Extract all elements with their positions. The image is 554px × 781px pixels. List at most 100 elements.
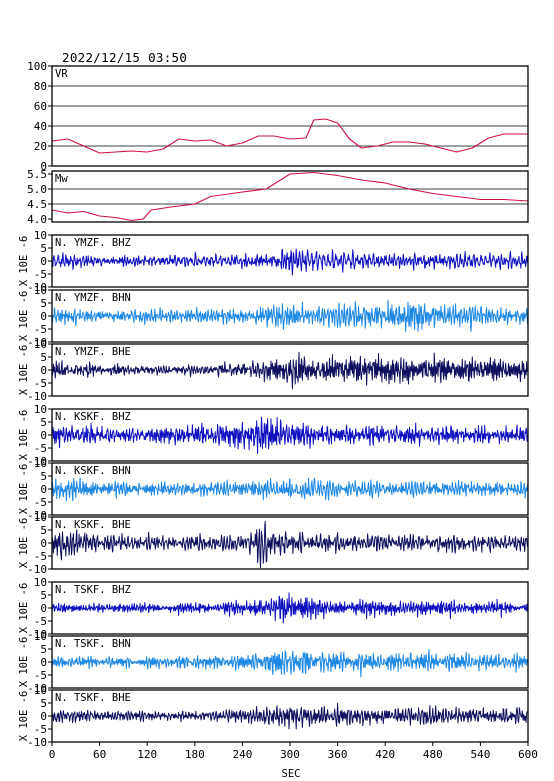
series-line-kskf-bhn — [52, 477, 528, 502]
series-line-vr — [52, 118, 528, 154]
y-tick-label: -5 — [34, 323, 47, 336]
panel-frame — [51, 635, 529, 689]
y-unit-label: X 10E -6 — [18, 410, 30, 461]
y-tick-label: -10 — [27, 390, 47, 403]
datetime-title: 2022/12/15 03:50 — [62, 50, 187, 65]
y-tick-label: -10 — [27, 509, 47, 522]
y-tick-label: -5 — [34, 550, 47, 563]
y-tick-label: 10 — [34, 229, 47, 242]
series-line-ymzf-bhe — [52, 351, 528, 390]
x-tick-label: 0 — [49, 748, 56, 761]
y-tick-label: -5 — [34, 268, 47, 281]
y-tick-label: -5 — [34, 442, 47, 455]
panel-vr: 0 20 40 60 80 100 VR — [27, 60, 529, 173]
y-tick-label: 10 — [34, 630, 47, 643]
y-unit-label: X 10E -6 — [18, 583, 30, 634]
y-tick-label: 0 — [40, 656, 47, 669]
y-tick-label: 5.0 — [27, 183, 47, 196]
panel-label: N. KSKF. BHZ — [55, 411, 131, 423]
y-tick-label: 0 — [40, 710, 47, 723]
y-tick-label: 5 — [40, 589, 47, 602]
y-tick-label: -10 — [27, 628, 47, 641]
y-tick-label: 0 — [40, 255, 47, 268]
y-tick-label: 0 — [40, 429, 47, 442]
series-line-ymzf-bhz — [52, 248, 528, 276]
y-tick-label: 5 — [40, 416, 47, 429]
y-tick-label: -5 — [34, 377, 47, 390]
series-line-tskf-bhz — [52, 592, 528, 624]
panel-frame — [51, 170, 529, 223]
x-tick-label: 300 — [280, 748, 300, 761]
y-tick-label: -10 — [27, 281, 47, 294]
x-tick-label: 120 — [137, 748, 157, 761]
y-tick-label: 10 — [34, 284, 47, 297]
y-tick-label: 10 — [34, 457, 47, 470]
y-tick-label: 5 — [40, 242, 47, 255]
panel-frame — [51, 289, 529, 343]
y-tick-label: 10 — [34, 511, 47, 524]
panel-frame — [51, 234, 529, 288]
x-tick-label: 360 — [328, 748, 348, 761]
y-unit-label: X 10E -6 — [18, 637, 30, 688]
panel-frame — [51, 65, 529, 167]
y-tick-label: -10 — [27, 455, 47, 468]
x-tick-label: 540 — [470, 748, 490, 761]
panel-label: Mw — [55, 173, 68, 185]
series-line-tskf-bhe — [52, 702, 528, 730]
y-tick-label: -5 — [34, 496, 47, 509]
y-tick-label: 5 — [40, 470, 47, 483]
panel-label: N. TSKF. BHN — [55, 638, 131, 650]
x-axis-label: SEC — [282, 768, 301, 780]
x-tick-label: 480 — [423, 748, 443, 761]
series-line-tskf-bhn — [52, 649, 528, 678]
x-tick-label: 180 — [185, 748, 205, 761]
y-tick-label: 5 — [40, 524, 47, 537]
y-tick-label: 10 — [34, 576, 47, 589]
y-unit-label: X 10E -6 — [18, 345, 30, 396]
panel-label: N. KSKF. BHN — [55, 465, 131, 477]
y-tick-label: 5 — [40, 297, 47, 310]
panel-frame — [51, 581, 529, 635]
y-tick-label: 10 — [34, 403, 47, 416]
y-tick-label: 5 — [40, 643, 47, 656]
panel-frame — [51, 408, 529, 462]
y-tick-label: 0 — [40, 364, 47, 377]
panel-frame — [51, 516, 529, 570]
panel-label: N. YMZF. BHN — [55, 292, 131, 304]
x-tick-label: 420 — [375, 748, 395, 761]
y-tick-label: -5 — [34, 669, 47, 682]
y-tick-label: 60 — [34, 100, 47, 113]
y-tick-label: 0 — [40, 160, 47, 173]
panel-frame — [51, 343, 529, 397]
y-unit-label: X 10E -6 — [18, 518, 30, 569]
y-tick-label: -10 — [27, 736, 47, 749]
y-tick-label: 4.5 — [27, 198, 47, 211]
y-tick-label: 5 — [40, 351, 47, 364]
y-unit-label: X 10E -6 — [18, 236, 30, 287]
panel-label: VR — [55, 68, 68, 80]
y-tick-label: 20 — [34, 140, 47, 153]
y-tick-label: 4.0 — [27, 213, 47, 226]
y-tick-label: 5 — [40, 697, 47, 710]
panel-frame — [51, 462, 529, 516]
y-tick-label: 0 — [40, 602, 47, 615]
series-line-kskf-bhz — [52, 416, 528, 454]
y-unit-label: X 10E -6 — [18, 691, 30, 742]
panel-label: N. KSKF. BHE — [55, 519, 131, 531]
y-tick-label: 100 — [27, 60, 47, 73]
y-tick-label: 0 — [40, 310, 47, 323]
series-line-ymzf-bhn — [52, 299, 528, 333]
y-tick-label: -10 — [27, 336, 47, 349]
y-tick-label: -5 — [34, 615, 47, 628]
